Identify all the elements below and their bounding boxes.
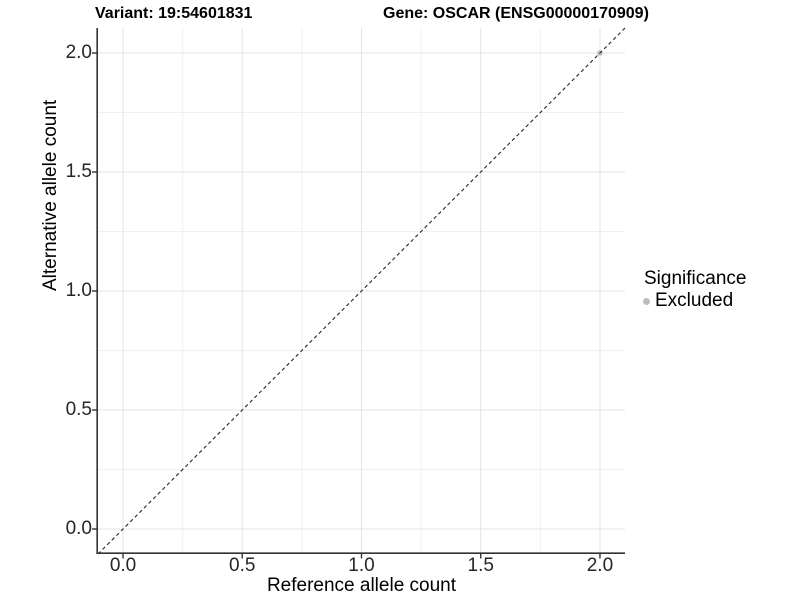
plot-title-variant: Variant: 19:54601831 xyxy=(95,5,253,22)
x-tick-label: 1.0 xyxy=(348,555,375,576)
x-tick-label: 0.5 xyxy=(229,555,256,576)
y-tick-label: 1.5 xyxy=(65,160,92,182)
legend-key xyxy=(638,293,655,310)
x-axis-title: Reference allele count xyxy=(266,575,457,596)
identity-reference-line xyxy=(97,27,626,555)
y-tick-label: 1.0 xyxy=(65,280,92,301)
legend-entry-excluded: Excluded xyxy=(638,291,746,311)
legend-entry-label: Excluded xyxy=(655,290,734,311)
y-tick-label: 0.0 xyxy=(65,518,92,539)
x-tick-label: 1.5 xyxy=(467,555,494,576)
plot-panel xyxy=(92,27,626,559)
y-tick-label: 2.0 xyxy=(65,41,92,63)
legend-point-icon xyxy=(643,297,650,305)
plot-title-gene: Gene: OSCAR (ENSG00000170909) xyxy=(383,5,649,22)
legend-entries: Excluded xyxy=(638,291,746,311)
x-tick-label: 0.0 xyxy=(109,555,137,576)
legend: Significance Excluded xyxy=(638,268,746,311)
legend-title: Significance xyxy=(644,268,747,289)
y-tick-label: 0.5 xyxy=(65,399,92,420)
x-tick-label: 2.0 xyxy=(586,555,614,576)
